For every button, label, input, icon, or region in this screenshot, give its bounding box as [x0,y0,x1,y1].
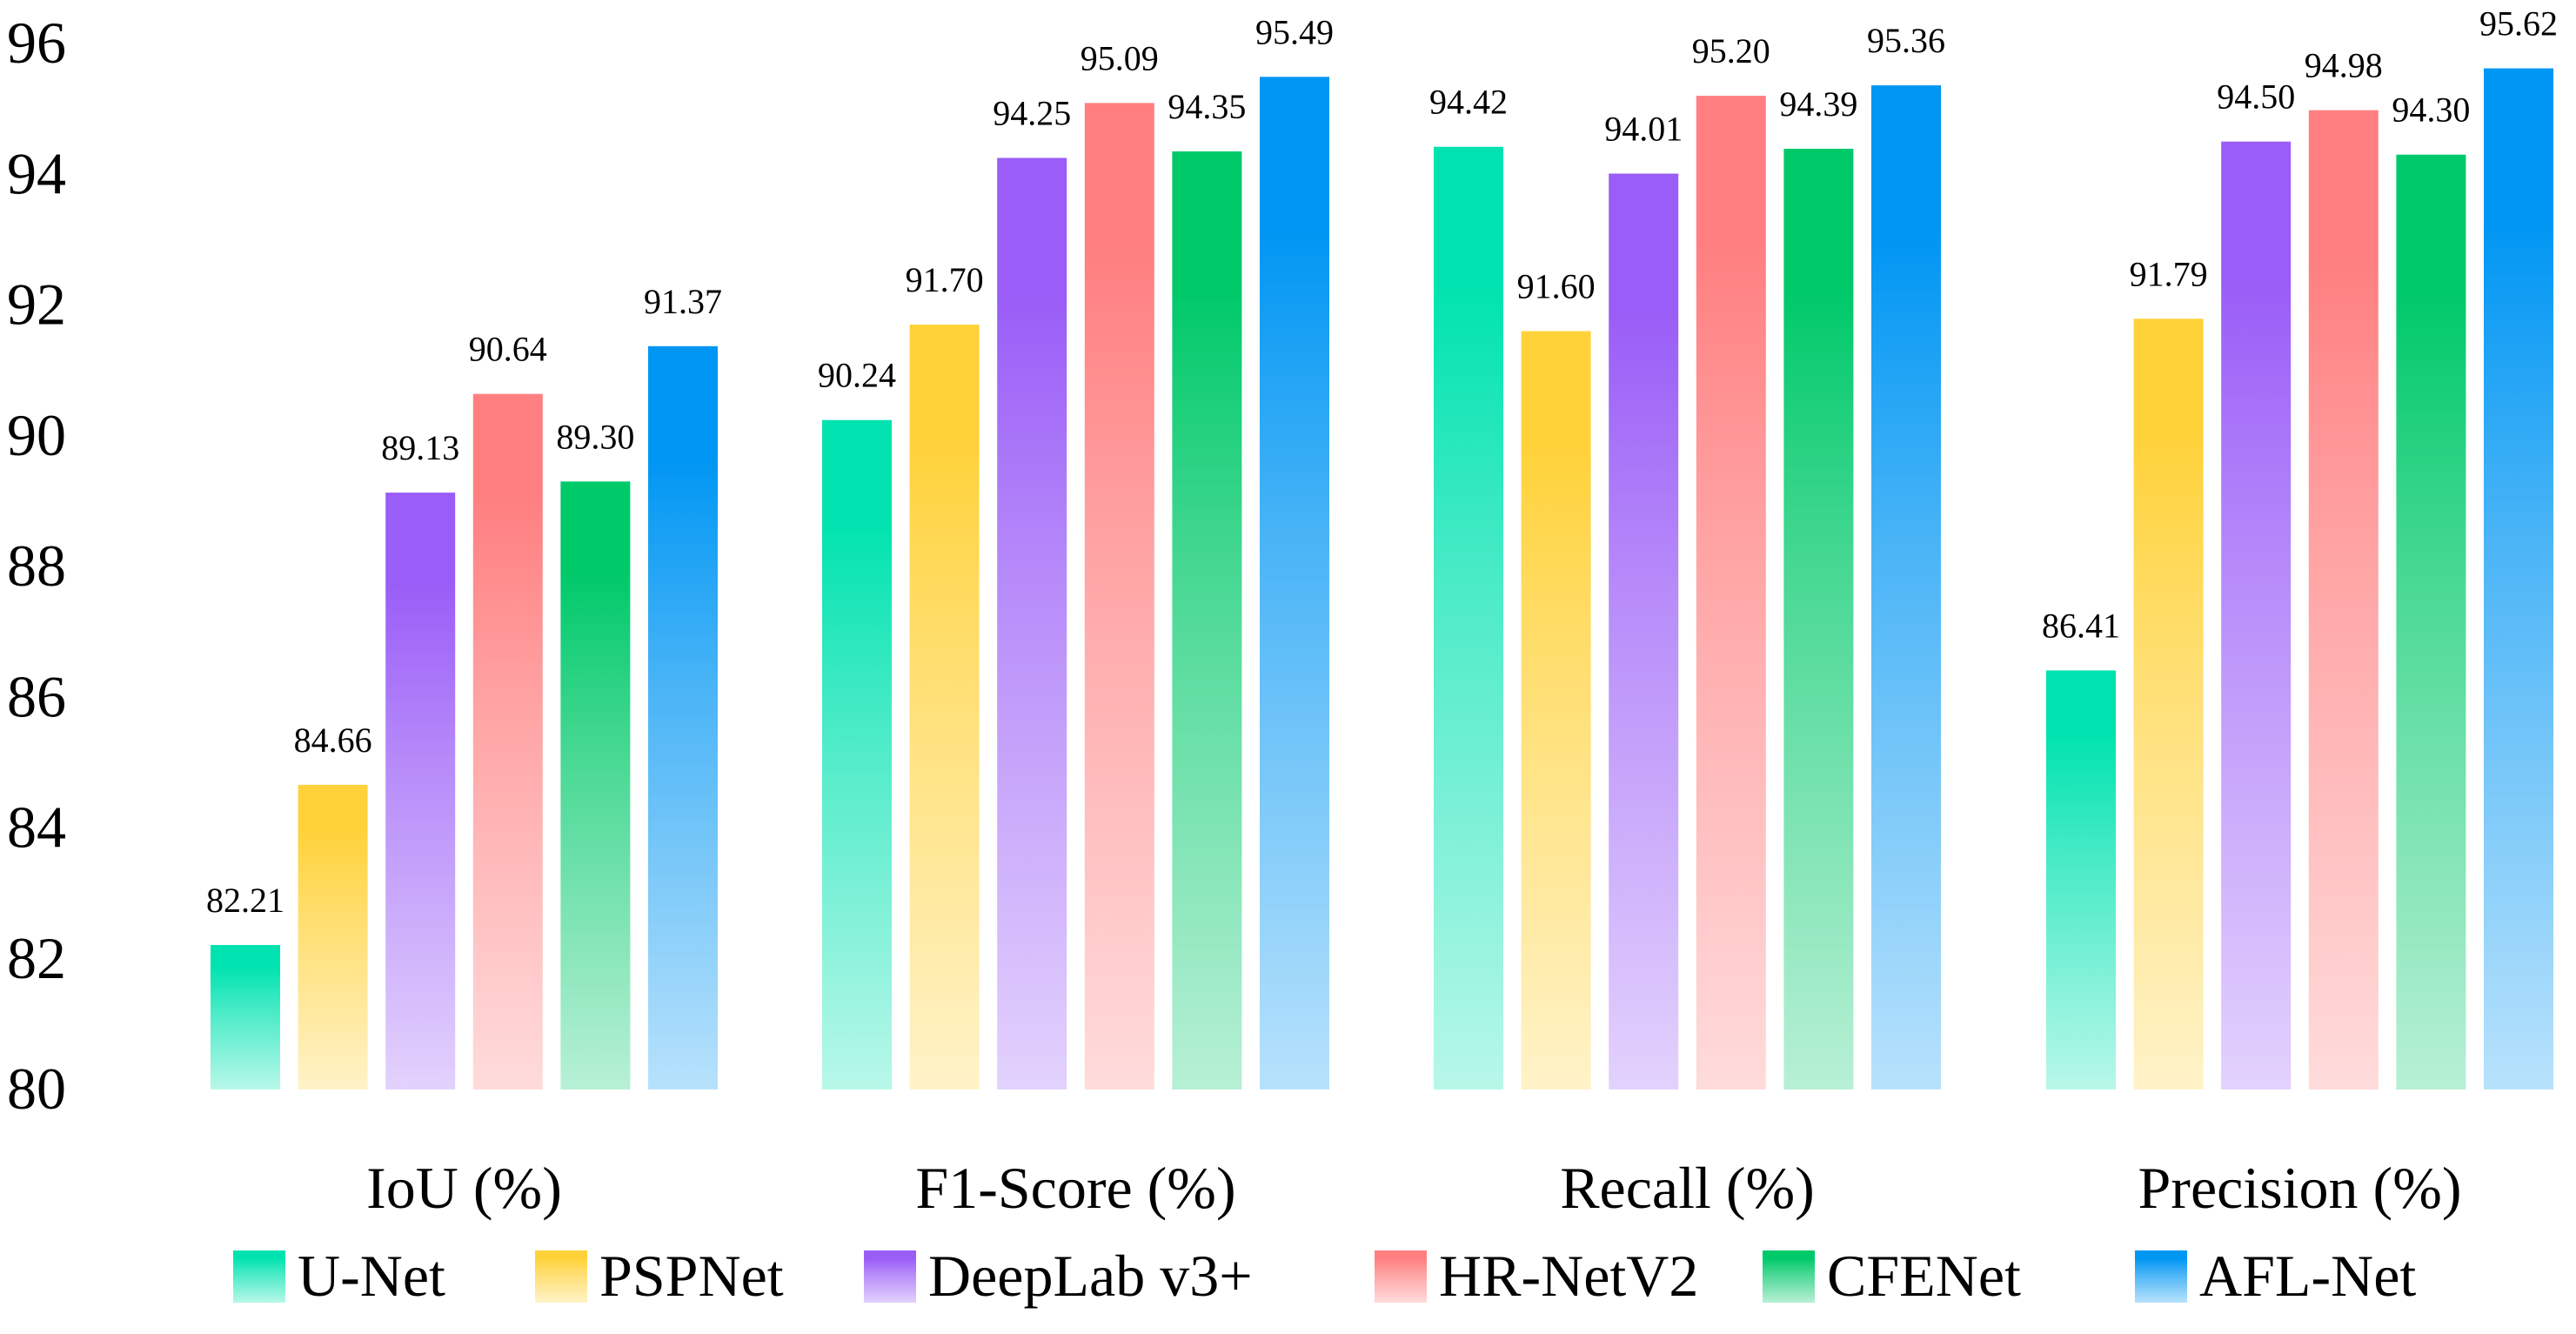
bar-u-net-1 [822,419,892,1090]
value-label: 94.35 [1168,87,1246,126]
bar-afl-net-1 [1260,77,1329,1090]
value-label: 95.62 [2479,4,2558,44]
category-label: F1-Score (%) [915,1155,1235,1221]
value-label: 90.24 [818,356,896,395]
category-labels-layer: IoU (%) F1-Score (%) Recall (%) Precision (… [366,1155,2461,1221]
value-label: 94.30 [2392,90,2470,130]
y-tick-label-92: 92 [7,271,66,338]
bar-afl-net-2 [1871,85,1941,1090]
y-tick-label-80: 80 [7,1056,66,1122]
value-label: 94.01 [1604,109,1683,148]
bar-hr-netv2-0 [472,393,543,1089]
value-label: 90.64 [469,330,547,369]
bar-cfenet-3 [2396,154,2466,1089]
bar-hr-netv2-2 [1696,96,1766,1090]
legend-label: HR-NetV2 [1439,1243,1698,1309]
legend-label: PSPNet [599,1243,784,1309]
category-label: Recall (%) [1560,1155,1815,1221]
bar-cfenet-2 [1783,148,1854,1089]
y-tick-label-82: 82 [7,925,66,991]
value-label: 95.09 [1081,38,1159,77]
legend-swatch-hr-netv2 [1375,1250,1427,1303]
category-label: IoU (%) [366,1155,562,1221]
value-label: 94.39 [1779,84,1857,124]
legend-swatch-cfenet [1763,1250,1815,1303]
bar-deeplab-v3--3 [2221,141,2292,1089]
value-label: 94.25 [993,93,1071,132]
y-tick-label-94: 94 [7,140,66,206]
bar-afl-net-0 [648,345,718,1089]
bar-pspnet-2 [1521,331,1591,1089]
bar-cfenet-0 [560,481,631,1089]
value-label: 91.70 [906,260,984,299]
category-label: Precision (%) [2138,1155,2461,1221]
value-label: 94.42 [1429,83,1508,122]
bar-afl-net-3 [2484,68,2553,1090]
y-tick-label-86: 86 [7,663,66,729]
legend-label: CFENet [1827,1243,2021,1309]
bar-hr-netv2-1 [1084,103,1154,1089]
legend-swatch-deeplab-v3- [864,1250,916,1303]
bar-u-net-2 [1434,146,1503,1089]
bar-pspnet-1 [909,325,980,1090]
y-tick-label-90: 90 [7,402,66,468]
value-label: 95.36 [1867,21,1945,60]
legend-swatch-u-net [233,1250,285,1303]
legend-swatch-afl-net [2135,1250,2187,1303]
value-label: 95.20 [1692,31,1770,70]
bars-layer [211,68,2553,1090]
value-label: 86.41 [2042,606,2120,645]
legend-label: DeepLab v3+ [928,1243,1253,1309]
y-axis: 80 82 84 86 88 90 92 94 96 [7,10,66,1122]
bar-pspnet-3 [2133,318,2204,1089]
value-label: 89.30 [556,417,634,456]
value-label: 94.98 [2305,46,2383,85]
y-tick-label-84: 84 [7,794,66,861]
value-label: 91.79 [2130,254,2208,293]
legend-swatch-pspnet [535,1250,587,1303]
value-label: 91.37 [644,282,722,321]
y-tick-label-96: 96 [7,10,66,76]
value-label: 89.13 [381,428,459,467]
value-label: 91.60 [1517,267,1596,306]
bar-cfenet-1 [1172,151,1242,1089]
bar-hr-netv2-3 [2308,110,2379,1090]
bar-pspnet-0 [298,784,368,1089]
value-label: 95.49 [1255,12,1334,51]
value-label: 82.21 [206,881,284,920]
value-labels-layer: 82.21 84.66 89.13 90.64 89.30 91.37 90.24 91.70… [206,4,2558,920]
legend-label: AFL-Net [2199,1243,2416,1309]
legend: U-Net PSPNet DeepLab v3+ HR-NetV2 CFENet AFL-… [233,1243,2416,1309]
y-tick-label-88: 88 [7,533,66,599]
bar-u-net-3 [2046,670,2116,1089]
bar-deeplab-v3--1 [997,158,1067,1089]
bar-deeplab-v3--2 [1609,173,1679,1089]
bar-deeplab-v3--0 [385,493,456,1089]
value-label: 94.50 [2217,77,2295,117]
legend-label: U-Net [298,1243,445,1309]
bar-u-net-0 [211,944,280,1089]
value-label: 84.66 [294,721,372,760]
